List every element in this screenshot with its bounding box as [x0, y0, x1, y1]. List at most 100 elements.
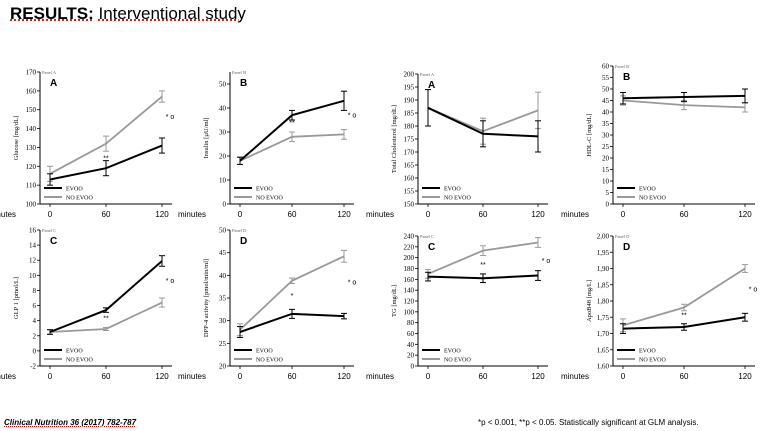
- y-tick-label: 25: [602, 143, 610, 151]
- legend-label: NO EVOO: [66, 358, 93, 364]
- y-tick-label: 10: [219, 177, 227, 185]
- x-tick-label: 60: [479, 210, 488, 219]
- y-tick-label: 1,85: [597, 281, 610, 289]
- legend-label: EVOO: [66, 187, 83, 193]
- panel-letter: A: [50, 78, 57, 89]
- x-tick-label: 120: [531, 210, 545, 219]
- y-tick-label: 1,90: [597, 265, 610, 273]
- legend-label: NO EVOO: [639, 196, 666, 202]
- y-tick-label: 60: [407, 330, 415, 338]
- y-tick-label: 10: [602, 178, 610, 186]
- panel-letter: B: [240, 78, 247, 89]
- y-tick-label: 130: [26, 144, 37, 152]
- y-tick-label: 120: [26, 163, 37, 171]
- legend-label: EVOO: [639, 187, 656, 193]
- y-tick-label: 100: [404, 308, 415, 316]
- y-tick-label: 110: [26, 182, 37, 190]
- legend-label: EVOO: [639, 349, 656, 355]
- chart-hdl-c-svg: 0 5 10 15 20 25 30 35 40 45 50 55 60 0 60 120 minutes HDL…: [561, 63, 755, 219]
- citation: Clinical Nutrition 36 (2017) 782‑787: [4, 418, 137, 427]
- legend-label: EVOO: [444, 187, 461, 193]
- panel-tag: Panel C: [42, 228, 56, 233]
- y-tick-label: 30: [219, 317, 227, 325]
- significance-marker: **: [103, 156, 109, 163]
- chart-glp-1-svg: -2 0 2 4 6 8 10 12 14 16 0 60 120 minutes GLP 1 [pmol/…: [0, 227, 174, 382]
- title-results: RESULTS:: [10, 4, 94, 23]
- x-tick-label: 0: [48, 210, 53, 219]
- legend-label: NO EVOO: [66, 196, 93, 202]
- legend-label: EVOO: [256, 187, 273, 193]
- significance-marker: **: [480, 262, 486, 269]
- slide-title: RESULTS: Interventional study: [10, 4, 246, 24]
- x-tick-label: 60: [288, 210, 297, 219]
- legend-label: NO EVOO: [444, 358, 471, 364]
- y-tick-label: 1,75: [597, 314, 610, 322]
- y-tick-label: 15: [602, 166, 610, 174]
- y-tick-label: 160: [404, 276, 415, 284]
- chart-glucose-svg: 100 110 120 130 140 150 160 170 0 60 120 minutes Glu…: [0, 69, 175, 220]
- y-tick-label: 1,65: [597, 346, 610, 354]
- y-tick-label: 40: [219, 272, 227, 280]
- y-axis-label: TG [mg/dL]: [391, 285, 398, 317]
- y-tick-label: 50: [219, 81, 227, 89]
- panel-tag: Panel A: [420, 72, 435, 77]
- y-tick-label: 2,00: [597, 233, 610, 241]
- x-tick-label: 120: [531, 372, 545, 381]
- legend-label: EVOO: [444, 349, 461, 355]
- y-tick-label: 2: [33, 332, 37, 340]
- x-tick-label: 60: [680, 210, 689, 219]
- x-tick-label: 0: [621, 372, 626, 381]
- x-tick-label: 120: [738, 210, 752, 219]
- y-tick-label: 40: [407, 341, 415, 349]
- chart-total-cholesterol-svg: 150 155 160 165 170 175 180 185 190 195 200 0 60 120 m…: [366, 71, 548, 219]
- y-tick-label: 190: [404, 97, 415, 105]
- significance-marker: *: [291, 293, 294, 300]
- y-axis-label: ApoB48 [mg/L]: [586, 280, 593, 322]
- y-tick-label: 0: [411, 363, 415, 371]
- y-tick-label: 170: [26, 69, 37, 77]
- y-tick-label: 0: [33, 347, 37, 355]
- panel-tag: Panel B: [232, 70, 246, 75]
- y-tick-label: 25: [219, 340, 227, 348]
- x-axis-label: minutes: [178, 372, 206, 381]
- x-tick-label: 120: [738, 372, 752, 381]
- significance-marker: * o: [542, 258, 551, 265]
- x-axis-label: minutes: [0, 372, 16, 381]
- x-tick-label: 120: [337, 210, 351, 219]
- x-tick-label: 0: [238, 210, 243, 219]
- y-tick-label: 155: [404, 188, 415, 196]
- x-tick-label: 120: [155, 372, 169, 381]
- panel-letter: D: [240, 236, 247, 247]
- legend-label: EVOO: [66, 349, 83, 355]
- y-tick-label: 175: [404, 136, 415, 144]
- y-tick-label: 35: [219, 295, 227, 303]
- significance-marker: * o: [166, 114, 175, 121]
- legend-label: NO EVOO: [639, 358, 666, 364]
- y-axis-label: Glucose [mg/dL]: [13, 116, 20, 161]
- chart-tg: 0 20 40 60 80 100 120 140 160 180 200 220 240 0 60 120 m…: [366, 226, 556, 386]
- y-axis-label: DPP-4 activity [pmol/min/ml]: [203, 259, 210, 337]
- title-subject: Interventional study: [98, 4, 246, 23]
- y-tick-label: 50: [602, 86, 610, 94]
- y-tick-label: -2: [30, 363, 36, 371]
- y-tick-label: 150: [404, 201, 415, 209]
- y-tick-label: 180: [404, 265, 415, 273]
- y-tick-label: 150: [26, 106, 37, 114]
- y-tick-label: 5: [606, 189, 610, 197]
- significance-marker: * o: [749, 286, 758, 293]
- significance-marker: **: [103, 316, 109, 323]
- x-axis-label: minutes: [0, 210, 16, 219]
- legend-label: NO EVOO: [256, 196, 283, 202]
- y-axis-label: GLP 1 [pmol/L]: [13, 277, 20, 319]
- y-tick-label: 30: [219, 129, 227, 137]
- y-tick-label: 1,80: [597, 298, 610, 306]
- x-tick-label: 0: [48, 372, 53, 381]
- legend-label: NO EVOO: [444, 196, 471, 202]
- chart-tg-svg: 0 20 40 60 80 100 120 140 160 180 200 220 240 0 60 120 m…: [366, 233, 551, 382]
- y-tick-label: 195: [404, 84, 415, 92]
- y-tick-label: 40: [602, 109, 610, 117]
- x-axis-label: minutes: [561, 210, 589, 219]
- y-tick-label: 80: [407, 319, 415, 327]
- x-tick-label: 60: [479, 372, 488, 381]
- y-tick-label: 4: [33, 317, 37, 325]
